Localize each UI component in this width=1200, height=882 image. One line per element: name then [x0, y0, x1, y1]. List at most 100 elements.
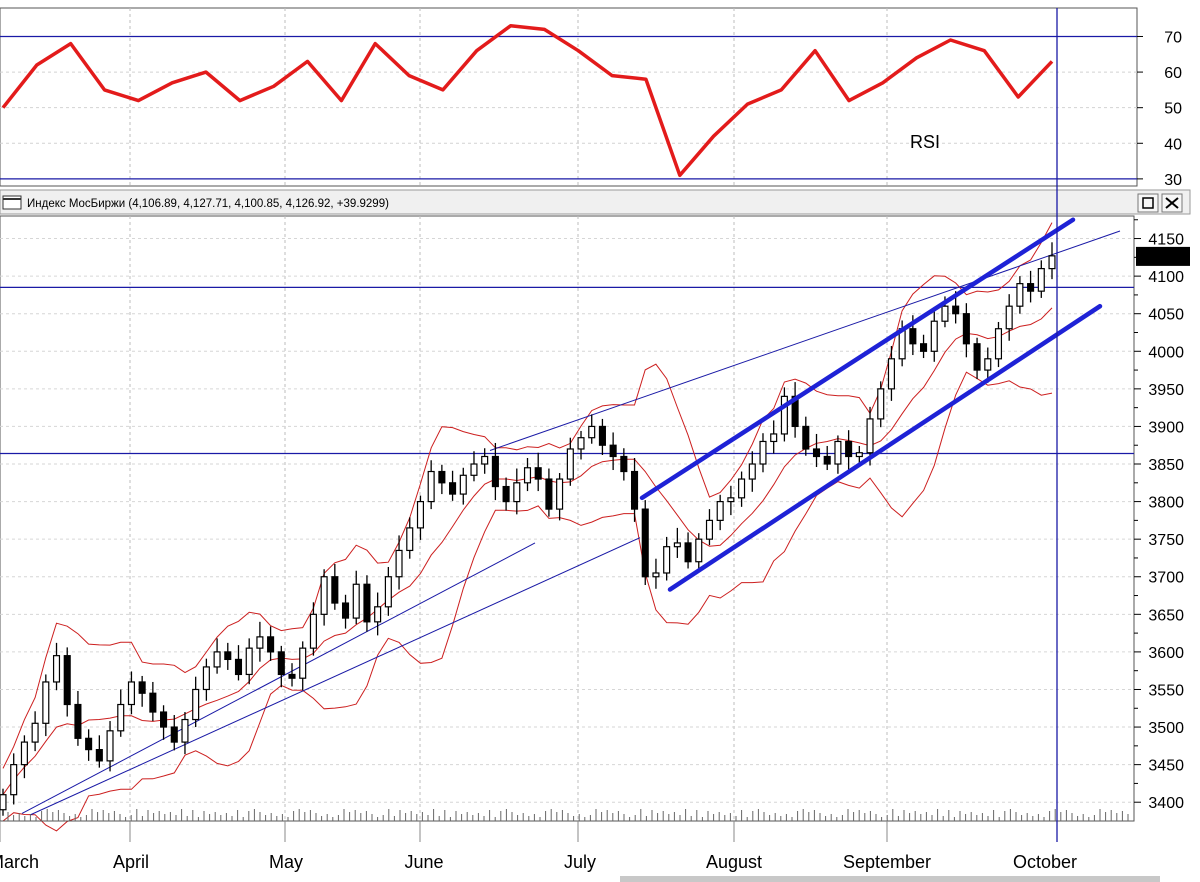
candle-body — [588, 425, 596, 439]
candle-body — [459, 474, 467, 495]
horizontal-scrollbar[interactable] — [620, 876, 1160, 882]
restore-icon — [1142, 197, 1154, 209]
month-label: April — [113, 852, 149, 872]
panel-icon — [2, 195, 22, 210]
restore-button-frame[interactable] — [1137, 193, 1159, 213]
candle-body — [673, 542, 681, 548]
candle-body — [738, 478, 746, 499]
restore-button[interactable] — [1137, 193, 1159, 213]
candle-body — [384, 576, 392, 608]
candle-body — [491, 455, 499, 488]
candle-body — [705, 519, 714, 540]
candle-body — [630, 470, 639, 510]
channel-upper-line — [639, 217, 1076, 501]
price-tick-label: 3600 — [1148, 645, 1184, 662]
candle-body — [192, 688, 200, 721]
candle-body — [127, 681, 135, 706]
candle-body — [663, 546, 671, 574]
candle-body — [620, 455, 628, 473]
candle-body — [609, 444, 617, 458]
candle-body — [10, 764, 18, 796]
candle-body — [181, 718, 189, 743]
candle-body — [267, 636, 275, 653]
candle-body — [523, 467, 532, 484]
candle-body — [513, 482, 521, 503]
close-button[interactable] — [1161, 193, 1183, 213]
candle-body — [0, 794, 7, 811]
candle-body — [85, 737, 93, 751]
candle-body — [106, 730, 114, 762]
candle-body — [727, 497, 735, 503]
candle-body — [224, 651, 232, 661]
candle-body — [855, 452, 863, 458]
rsi-plot-frame — [0, 7, 1138, 187]
price-tick-label: 4000 — [1148, 344, 1184, 361]
month-label: September — [843, 852, 931, 872]
price-tick-label: 3950 — [1148, 382, 1184, 399]
price-tick-labels: 3400 3450 3500 3550 3600 3650 3700 3750 3800 3850… — [1134, 219, 1184, 812]
candle-body — [759, 440, 767, 465]
candle-body — [395, 549, 403, 578]
price-tick-label: 4050 — [1148, 307, 1184, 324]
rsi-tick-label: 60 — [1164, 65, 1182, 82]
candle-body — [695, 538, 703, 563]
candle-body — [930, 320, 938, 352]
month-label: October — [1013, 852, 1077, 872]
candle-body — [331, 576, 339, 604]
candle-body — [352, 583, 360, 619]
candle-body — [534, 467, 542, 480]
candle-body — [117, 703, 125, 732]
rsi-tick-label: 30 — [1164, 172, 1182, 189]
channel-lower-line — [667, 303, 1103, 592]
price-panel: 3400 3450 3500 3550 3600 3650 3700 3750 3800 3850… — [0, 215, 1190, 832]
candle-body — [994, 328, 1003, 360]
candle-body — [684, 542, 692, 563]
candle-body — [545, 478, 553, 510]
candle-body — [780, 395, 788, 435]
close-icon — [1165, 197, 1179, 209]
rsi-tick-label: 70 — [1164, 29, 1182, 46]
candle-body — [42, 681, 50, 724]
rsi-tick-labels: 30 40 50 60 70 — [1137, 29, 1182, 189]
month-label: June — [404, 852, 443, 872]
candle-body — [277, 651, 285, 676]
candle-body — [374, 606, 382, 623]
candle-body — [598, 425, 606, 446]
price-tick-label: 3800 — [1148, 495, 1184, 512]
candle-body — [962, 313, 970, 345]
price-header-text: Индекс МосБиржи (4,106.89, 4,127.71, 4,1… — [27, 198, 389, 210]
candle-body — [973, 343, 981, 371]
candle-body — [823, 455, 831, 465]
price-tick-label: 3550 — [1148, 682, 1184, 699]
candle-body — [1048, 255, 1056, 270]
month-label: March — [0, 852, 39, 872]
candle-body — [1037, 268, 1045, 292]
candle-body — [160, 711, 168, 728]
candlestick-series — [0, 242, 1056, 816]
candle-body — [566, 448, 574, 480]
candle-body — [63, 655, 71, 706]
rsi-series-line — [1, 24, 1054, 178]
rsi-tick-label: 50 — [1164, 101, 1182, 118]
candle-body — [288, 673, 296, 679]
rsi-tick-label: 40 — [1164, 136, 1182, 153]
candle-body — [791, 395, 799, 428]
band-lower — [2, 371, 1053, 832]
support-trendline-2 — [29, 537, 641, 816]
header-bar — [0, 189, 1191, 215]
price-tick-label: 3750 — [1148, 532, 1184, 549]
candle-body — [556, 478, 564, 510]
candle-body — [363, 583, 371, 623]
candle-body — [74, 703, 82, 739]
candle-body — [20, 741, 28, 766]
last-price-tag: 4126.9 — [1136, 246, 1190, 266]
candle-body — [138, 681, 146, 694]
price-tick-label: 3450 — [1148, 758, 1184, 775]
candle-body — [299, 647, 307, 679]
candle-body — [213, 651, 221, 668]
resistance-trendline — [489, 230, 1121, 451]
candle-body — [866, 418, 874, 454]
price-tick-label: 3900 — [1148, 419, 1184, 436]
rsi-grid — [0, 8, 1137, 186]
